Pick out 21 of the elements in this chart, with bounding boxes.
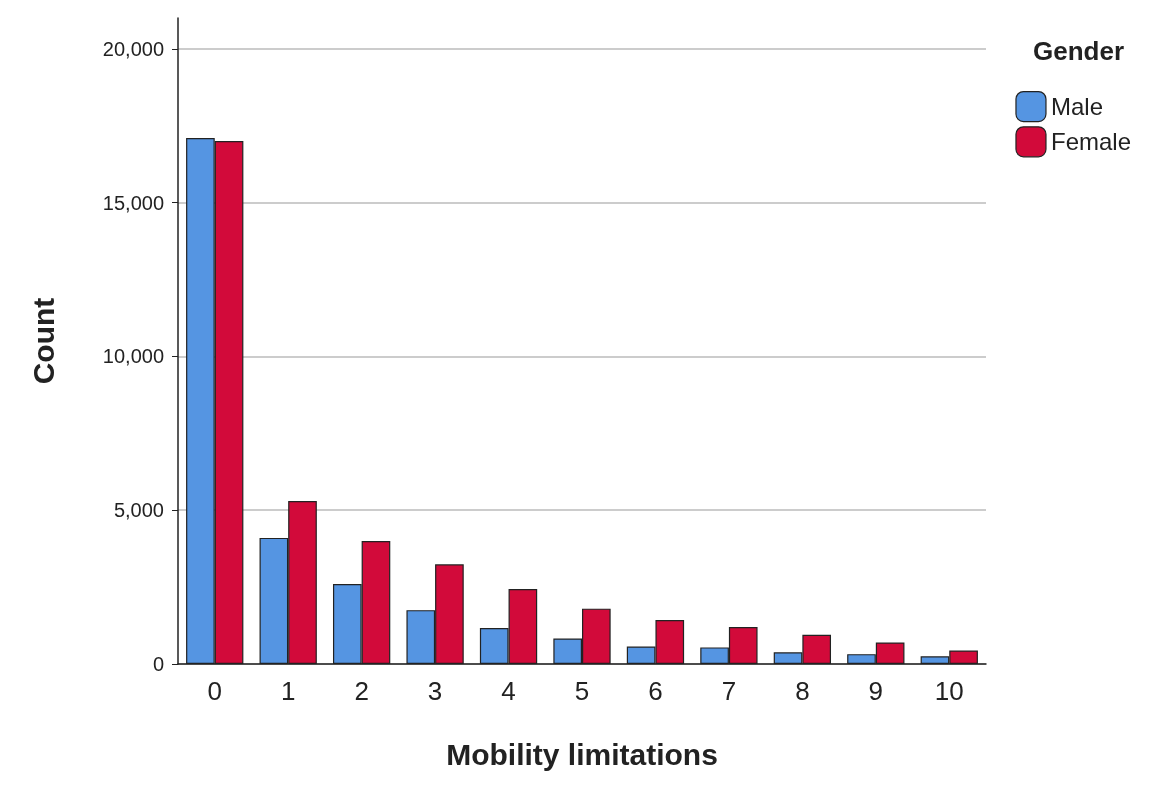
x-tick-label: 7	[721, 676, 737, 706]
y-tick-label: 5,000	[113, 499, 164, 522]
x-tick-label: 10	[934, 676, 964, 706]
x-tick-label: 8	[795, 676, 810, 706]
x-tick-label: 0	[207, 676, 222, 706]
legend-label: Male	[1050, 93, 1103, 121]
legend-title: Gender	[1032, 36, 1125, 66]
x-tick-label: 5	[574, 676, 590, 706]
x-tick-label: 9	[868, 676, 884, 706]
x-tick-label: 6	[648, 676, 663, 706]
x-tick-label: 4	[501, 676, 516, 706]
x-tick-label: 1	[280, 676, 296, 706]
y-tick-label: 20,000	[102, 37, 164, 60]
y-tick-label: 15,000	[102, 191, 164, 214]
x-tick-label: 3	[427, 676, 443, 706]
y-axis-title: Count	[26, 297, 60, 385]
y-tick-label: 0	[152, 653, 164, 675]
y-tick-label: 10,000	[102, 345, 164, 368]
x-tick-label: 2	[354, 676, 369, 706]
x-axis-title: Mobility limitations	[446, 737, 718, 771]
legend-label: Female	[1050, 128, 1131, 156]
